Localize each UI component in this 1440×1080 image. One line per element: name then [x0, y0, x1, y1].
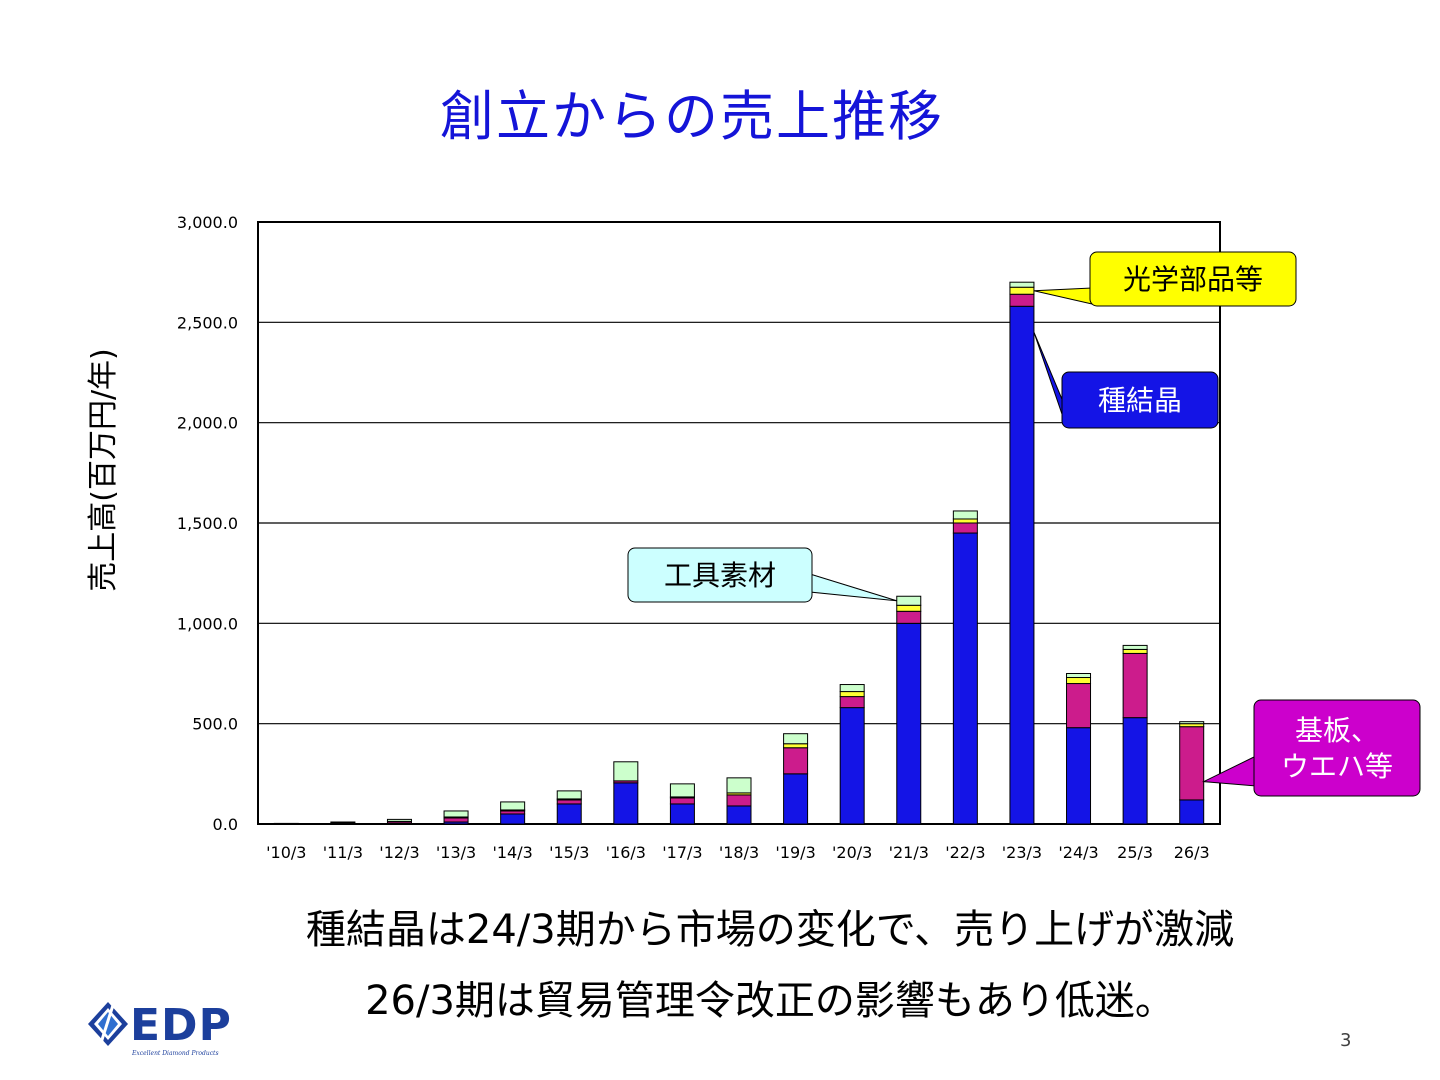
bar-segment-tool: [952, 510, 978, 520]
bar-segment-tool: [1009, 281, 1035, 288]
x-tick-label: '15/3: [549, 843, 589, 862]
callout-label-optical: 光学部品等: [1123, 263, 1263, 296]
x-tick-label: '13/3: [436, 843, 476, 862]
x-tick-label: 26/3: [1174, 843, 1210, 862]
bar-segment-seed: [500, 813, 526, 825]
callout-label-substrate: 基板、: [1295, 714, 1379, 747]
bar-segment-substrate: [1179, 726, 1205, 801]
bar-segment-optical: [839, 691, 865, 698]
bar-segment-optical: [896, 604, 922, 612]
x-tick-label: '17/3: [662, 843, 702, 862]
bar-segment-tool: [1066, 673, 1092, 679]
bar-segment-optical: [783, 743, 809, 749]
bar-segment-tool: [500, 801, 526, 811]
slide-title: 創立からの売上推移: [440, 85, 944, 148]
x-tick-label: '16/3: [606, 843, 646, 862]
bar-segment-tool: [330, 821, 356, 824]
bar-segment-tool: [386, 818, 412, 822]
bar-segment-substrate: [783, 747, 809, 775]
callout-pointer-substrate: [1201, 755, 1257, 787]
bar-segment-optical: [1009, 286, 1035, 295]
y-tick-label: 2,500.0: [177, 313, 238, 332]
bar-segment-optical: [1122, 648, 1148, 654]
bar-segment-tool: [443, 810, 469, 818]
bar-segment-seed: [1009, 305, 1035, 825]
x-tick-label: '14/3: [492, 843, 532, 862]
caption-line-2: 26/3期は貿易管理令改正の影響もあり低迷。: [365, 978, 1175, 1024]
bar-segment-seed: [1122, 717, 1148, 825]
x-tick-label: '24/3: [1058, 843, 1098, 862]
x-tick-label: 25/3: [1117, 843, 1153, 862]
diamond-logo-icon: [88, 1001, 128, 1047]
logo-text: EDP: [130, 1000, 232, 1051]
x-tick-label: '19/3: [775, 843, 815, 862]
bar-segment-tool: [613, 761, 639, 782]
logo-subtitle: Excellent Diamond Products: [132, 1050, 219, 1057]
bar-segment-tool: [669, 783, 695, 798]
bar-segment-seed: [839, 707, 865, 825]
bar-segment-seed: [613, 782, 639, 825]
x-tick-label: '11/3: [323, 843, 363, 862]
callout-box-optical: [1089, 251, 1297, 307]
y-tick-label: 500.0: [192, 715, 238, 734]
bar-segment-seed: [896, 622, 922, 825]
bar-segment-seed: [783, 773, 809, 825]
x-tick-label: '18/3: [719, 843, 759, 862]
bar-segment-tool: [1122, 644, 1148, 650]
x-tick-label: '12/3: [379, 843, 419, 862]
bar-segment-substrate: [726, 794, 752, 807]
bar-segment-tool: [839, 684, 865, 693]
bar-segment-substrate: [839, 696, 865, 709]
x-tick-label: '23/3: [1002, 843, 1042, 862]
y-tick-label: 3,000.0: [177, 213, 238, 232]
bar-segment-optical: [1066, 677, 1092, 685]
bar-segment-optical: [952, 518, 978, 524]
bar-segment-substrate: [669, 797, 695, 805]
bar-segment-seed: [669, 803, 695, 825]
bar-segment-substrate: [556, 799, 582, 805]
bar-segment-tool: [273, 822, 299, 825]
x-tick-label: '10/3: [266, 843, 306, 862]
bar-segment-tool: [556, 790, 582, 800]
callout-label-tool: 工具素材: [664, 559, 776, 592]
caption-line-1: 種結晶は24/3期から市場の変化で、売り上げが激減: [305, 907, 1235, 953]
callout-pointer-tool: [809, 573, 897, 602]
bar-segment-tool: [896, 595, 922, 606]
callout-label-seed: 種結晶: [1098, 384, 1182, 417]
bar-segment-substrate: [1009, 293, 1035, 307]
x-tick-label: '20/3: [832, 843, 872, 862]
bar-segment-seed: [1179, 799, 1205, 825]
bar-segment-substrate: [443, 817, 469, 823]
callout-pointer-seed: [1033, 331, 1065, 421]
bar-segment-seed: [1066, 727, 1092, 825]
y-tick-label: 0.0: [213, 815, 238, 834]
x-tick-label: '22/3: [945, 843, 985, 862]
bar-segment-seed: [726, 805, 752, 825]
bar-segment-substrate: [1066, 683, 1092, 729]
callout-pointer-optical: [1033, 287, 1093, 305]
x-tick-label: '21/3: [889, 843, 929, 862]
callout-box-seed: [1061, 371, 1219, 429]
y-tick-label: 1,000.0: [177, 614, 238, 633]
bar-segment-tool: [726, 777, 752, 794]
bar-segment-substrate: [952, 522, 978, 534]
bar-segment-seed: [556, 803, 582, 825]
company-logo: EDP Excellent Diamond Products: [86, 1000, 266, 1064]
y-tick-label: 1,500.0: [177, 514, 238, 533]
bar-segment-tool: [1179, 721, 1205, 725]
y-tick-label: 2,000.0: [177, 414, 238, 433]
callout-label-substrate: ウエハ等: [1281, 750, 1393, 783]
bar-segment-substrate: [896, 610, 922, 624]
callout-box-substrate: [1253, 699, 1421, 797]
bar-segment-tool: [783, 733, 809, 745]
bar-segment-seed: [952, 532, 978, 825]
callout-box-tool: [627, 547, 813, 603]
bar-segment-substrate: [1122, 652, 1148, 719]
page-number: 3: [1340, 1030, 1352, 1051]
